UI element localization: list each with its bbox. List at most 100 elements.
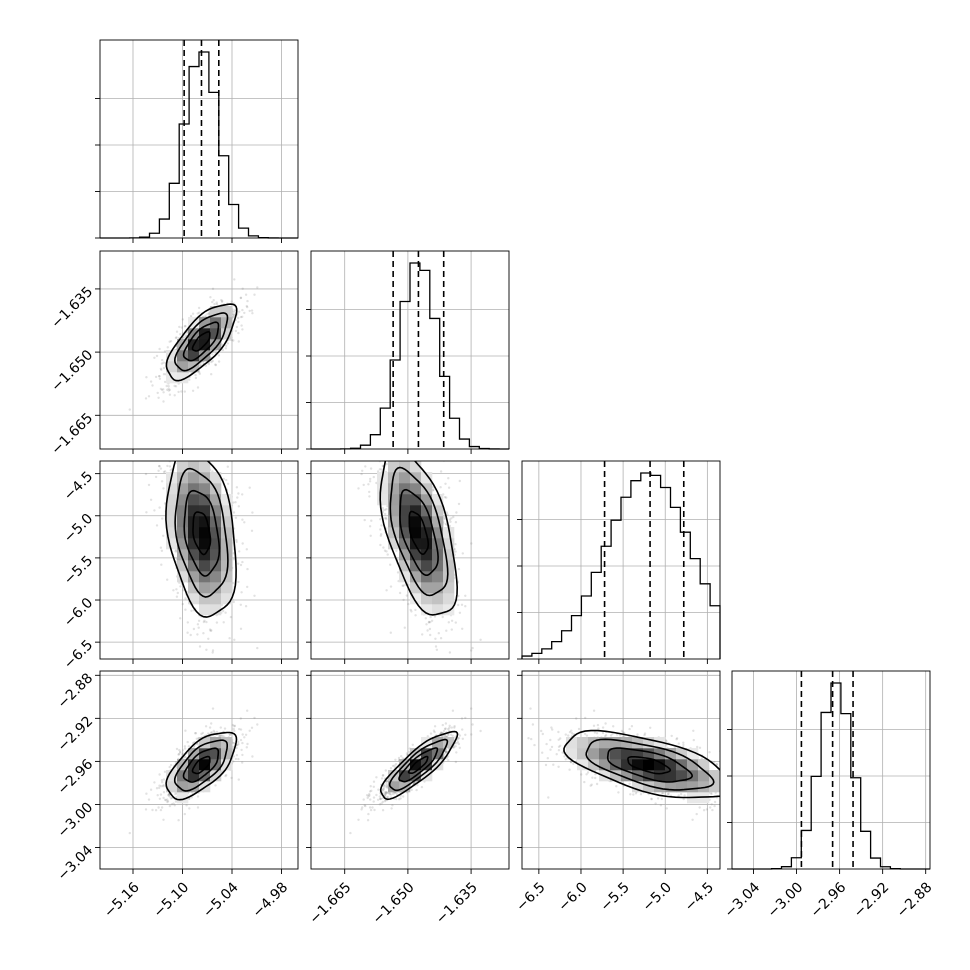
density-cell [410,483,422,495]
density-cell [410,593,422,605]
sample-point [149,498,153,501]
sample-point [238,550,241,553]
sample-point [457,594,460,598]
sample-point [405,594,409,597]
sample-point [158,506,161,509]
sample-point [166,445,168,447]
sample-point [380,468,383,471]
sample-point [454,621,457,624]
density-cell [188,582,200,594]
density-cell [421,593,433,605]
sample-point [156,391,159,395]
sample-point [192,627,196,631]
density-cell [166,516,178,528]
sample-point [158,797,162,800]
sample-point [179,585,182,588]
sample-point [151,450,153,452]
sample-point [157,396,160,399]
panel-frame [99,250,299,450]
density-cell [210,582,222,594]
sample-point [379,543,382,547]
density-cell [166,361,178,373]
sample-point [454,550,457,553]
sample-point [208,726,212,729]
sample-point [174,385,178,388]
sample-point [167,385,170,388]
sample-point [450,628,453,631]
density-cell [199,538,211,550]
density-cell [443,604,455,616]
sample-point [446,513,449,516]
sample-point [380,533,383,536]
sample-point [202,620,206,624]
sample-point [424,617,427,620]
sample-point [174,548,178,552]
sample-point [232,558,236,561]
density-cell [199,461,211,473]
density-cell [199,317,211,329]
sample-point [387,456,389,458]
sample-point [373,450,375,452]
sample-point [217,354,221,357]
density-cell [443,527,455,539]
sample-point [151,808,154,812]
sample-point [174,550,177,553]
density-cell [399,527,411,539]
sample-point [385,442,387,444]
sample-point [202,458,204,460]
density-cell [410,516,422,528]
panel-frame [99,460,299,660]
sample-point [221,734,224,737]
y-tick-label: −6.0 [61,595,96,630]
sample-point [199,433,201,435]
panel-2-2 [517,460,721,664]
panel-frame [310,250,510,450]
sample-point [408,583,411,586]
sample-point [445,511,448,514]
sample-point [175,336,178,339]
sample-point [177,753,180,756]
sample-point [409,608,412,612]
sample-point [179,617,182,620]
y-tick-label: −1.650 [48,347,96,395]
sample-point [153,356,156,359]
panel-3-0: −3.04−3.00−2.96−2.92−2.88−5.16 −5.10 −5.04… [55,670,299,921]
sample-point [237,505,240,508]
sample-point [188,807,191,810]
sample-point [214,363,217,366]
sample-point [177,390,180,394]
sample-point [241,287,244,290]
sample-point [172,589,175,592]
density-cell [177,372,189,384]
sample-point [396,571,400,574]
sample-point [228,637,231,640]
sample-point [230,338,234,342]
contour-line [183,489,221,577]
density-cell [177,472,189,484]
density-cell [388,461,400,473]
sample-point [162,818,165,821]
density-cell [421,516,433,528]
density-cell [443,560,455,572]
sample-point [245,304,248,308]
sample-point [479,638,482,641]
contour-line [192,511,212,556]
sample-point [197,456,199,458]
sample-point [421,633,424,636]
sample-point [434,637,437,640]
sample-point [191,389,195,392]
sample-point [447,621,450,624]
sample-point [220,734,223,737]
sample-point [454,543,457,546]
density-cell [166,538,178,550]
sample-point [149,380,153,383]
sample-point [426,629,429,632]
sample-point [414,608,417,612]
sample-point [218,735,221,738]
panel-1-1 [306,250,510,454]
panel-0-0 [95,39,299,243]
sample-point [402,598,405,602]
density-cell [432,505,444,517]
sample-point [232,760,235,763]
sample-point [235,486,239,489]
